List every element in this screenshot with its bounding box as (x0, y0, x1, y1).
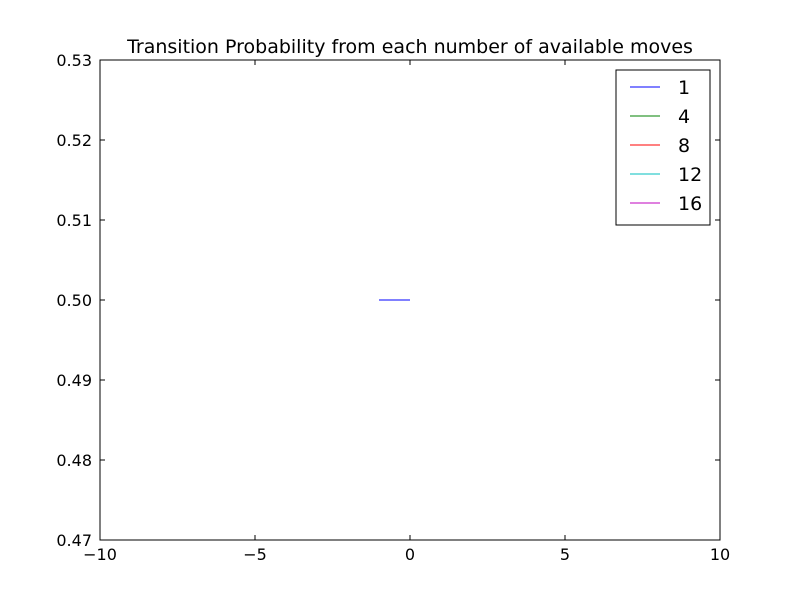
y-tick-label: 0.48 (56, 451, 92, 470)
legend-label-12: 12 (678, 164, 702, 186)
legend-label-8: 8 (678, 135, 690, 157)
y-tick-label: 0.50 (56, 291, 92, 310)
chart-title: Transition Probability from each number … (126, 36, 693, 58)
legend: 1 4 8 12 16 (615, 69, 711, 226)
y-tick-label: 0.49 (56, 371, 92, 390)
y-tick-label: 0.53 (56, 51, 92, 70)
plot-area: −10 −5 0 5 10 0.47 0.48 0.49 0.50 0.51 0.52 0.53 (56, 51, 730, 564)
y-tick-label: 0.51 (56, 211, 92, 230)
legend-label-1: 1 (678, 77, 690, 99)
legend-box (615, 69, 711, 226)
x-tick-label: 5 (560, 545, 570, 564)
y-tick-label: 0.47 (56, 531, 92, 550)
y-tick-label: 0.52 (56, 131, 92, 150)
x-tick-label: 0 (405, 545, 415, 564)
legend-label-16: 16 (678, 193, 702, 215)
x-tick-label: 10 (710, 545, 730, 564)
legend-label-4: 4 (678, 106, 690, 128)
x-tick-label: −5 (243, 545, 267, 564)
x-tick-label: −10 (83, 545, 117, 564)
